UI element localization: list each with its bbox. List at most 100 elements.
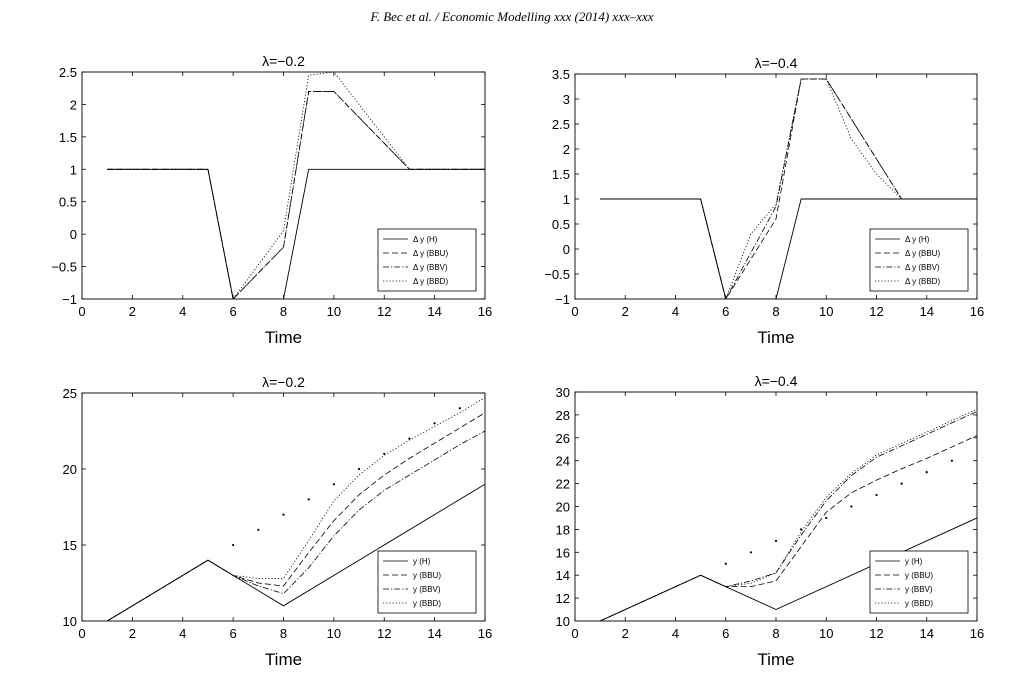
legend-label: Δ y (BBD) bbox=[905, 277, 940, 286]
x-tick-label: 14 bbox=[427, 626, 441, 641]
legend: y (H) y (BBU) y (BBV) y (BBD) bbox=[869, 550, 969, 614]
x-tick-label: 14 bbox=[920, 304, 934, 319]
y-tick-label: 16 bbox=[556, 545, 570, 560]
scatter-point bbox=[282, 513, 285, 516]
scatter-point bbox=[257, 528, 260, 531]
chart-title: λ=−0.2 bbox=[262, 374, 305, 390]
series-line-bbd bbox=[599, 408, 977, 621]
y-tick-label: 1.5 bbox=[59, 130, 77, 145]
y-tick-label: −1 bbox=[62, 292, 77, 307]
x-tick-label: 4 bbox=[179, 626, 186, 641]
y-tick-label: 28 bbox=[556, 408, 570, 423]
y-tick-label: 1 bbox=[70, 162, 77, 177]
y-tick-label: 25 bbox=[63, 386, 77, 401]
x-tick-label: 10 bbox=[327, 626, 341, 641]
scatter-point bbox=[774, 539, 778, 542]
y-tick-label: 0.5 bbox=[59, 195, 77, 210]
x-tick-label: 16 bbox=[970, 626, 984, 641]
y-tick-label: 0 bbox=[563, 242, 570, 257]
x-tick-label: 14 bbox=[920, 626, 934, 641]
x-tick-label: 2 bbox=[622, 626, 629, 641]
y-tick-label: 0.5 bbox=[552, 217, 570, 232]
y-tick-label: 10 bbox=[63, 614, 77, 629]
legend-label: y (BBV) bbox=[905, 585, 933, 594]
legend-label: Δ y (BBD) bbox=[413, 277, 448, 286]
y-tick-label: 2 bbox=[563, 142, 570, 157]
x-tick-label: 8 bbox=[772, 304, 779, 319]
x-tick-label: 8 bbox=[280, 304, 287, 319]
scatter-point bbox=[357, 467, 361, 471]
plot-frame bbox=[81, 392, 486, 622]
x-axis-label: Time bbox=[265, 650, 302, 669]
y-tick-label: 18 bbox=[556, 522, 570, 537]
legend-label: y (BBV) bbox=[413, 585, 441, 594]
legend-label: y (BBU) bbox=[413, 571, 441, 580]
x-tick-label: 16 bbox=[478, 304, 492, 319]
scatter-point bbox=[800, 528, 803, 531]
x-tick-label: 8 bbox=[772, 626, 779, 641]
x-tick-label: 10 bbox=[819, 626, 833, 641]
scatter-point bbox=[232, 543, 235, 547]
series-line-bbd bbox=[106, 397, 485, 621]
x-tick-label: 0 bbox=[78, 626, 85, 641]
legend-label: Δ y (H) bbox=[905, 235, 930, 244]
x-tick-label: 12 bbox=[869, 626, 883, 641]
x-axis-label: Time bbox=[265, 328, 302, 347]
y-tick-label: 0 bbox=[70, 227, 77, 242]
x-axis-label: Time bbox=[757, 328, 794, 347]
series-line-bbv bbox=[106, 430, 485, 621]
legend-label: y (BBD) bbox=[413, 599, 441, 608]
legend-label: Δ y (BBU) bbox=[905, 249, 940, 258]
y-tick-label: 22 bbox=[556, 477, 570, 492]
legend-label: y (H) bbox=[413, 557, 431, 566]
legend-label: Δ y (H) bbox=[413, 235, 438, 244]
legend-label: Δ y (BBV) bbox=[905, 263, 940, 272]
y-tick-label: −1 bbox=[555, 292, 570, 307]
x-tick-label: 6 bbox=[722, 626, 729, 641]
chart-panel-bottom-right: λ=−0.40 2 4 6 8 10 12 14 16101214161820222426283… bbox=[556, 373, 985, 669]
scatter-point bbox=[383, 452, 386, 455]
y-tick-label: 2 bbox=[70, 97, 77, 112]
legend: Δ y (H) Δ y (BBU) Δ y (BBV) Δ y (BBD) bbox=[377, 228, 477, 292]
plot-frame bbox=[81, 71, 486, 300]
scatter-point bbox=[950, 459, 953, 462]
x-tick-label: 12 bbox=[869, 304, 883, 319]
scatter-point bbox=[307, 498, 310, 501]
legend-label: y (H) bbox=[905, 557, 923, 566]
x-tick-label: 4 bbox=[179, 304, 186, 319]
y-tick-label: 3.5 bbox=[552, 67, 570, 82]
scatter-point bbox=[408, 437, 411, 440]
x-tick-label: 4 bbox=[672, 304, 679, 319]
y-tick-label: −0.5 bbox=[544, 267, 570, 282]
x-tick-label: 0 bbox=[78, 304, 85, 319]
x-tick-label: 14 bbox=[427, 304, 441, 319]
x-tick-label: 2 bbox=[622, 304, 629, 319]
legend-label: Δ y (BBV) bbox=[413, 263, 448, 272]
y-tick-label: 3 bbox=[563, 92, 570, 107]
x-tick-label: 8 bbox=[280, 626, 287, 641]
y-tick-label: 24 bbox=[556, 454, 570, 469]
y-tick-label: 1.5 bbox=[552, 167, 570, 182]
x-tick-label: 16 bbox=[970, 304, 984, 319]
x-tick-label: 12 bbox=[377, 304, 391, 319]
y-tick-label: −0.5 bbox=[51, 260, 77, 275]
scatter-point bbox=[332, 483, 335, 486]
scatter-point bbox=[433, 422, 436, 425]
scatter-point bbox=[900, 482, 903, 485]
legend-label: y (BBD) bbox=[905, 599, 933, 608]
y-tick-label: 26 bbox=[556, 431, 570, 446]
x-tick-label: 4 bbox=[672, 626, 679, 641]
x-tick-label: 6 bbox=[230, 626, 237, 641]
x-tick-label: 10 bbox=[819, 304, 833, 319]
y-tick-label: 12 bbox=[556, 591, 570, 606]
x-tick-label: 2 bbox=[129, 304, 136, 319]
legend: Δ y (H) Δ y (BBU) Δ y (BBV) Δ y (BBD) bbox=[869, 228, 969, 292]
legend: y (H) y (BBU) y (BBV) y (BBD) bbox=[377, 550, 477, 614]
scatter-point bbox=[875, 493, 878, 497]
chart-title: λ=−0.4 bbox=[755, 373, 798, 389]
chart-title: λ=−0.4 bbox=[755, 55, 798, 71]
scatter-point bbox=[825, 516, 828, 520]
scatter-point bbox=[925, 471, 928, 474]
y-tick-label: 14 bbox=[556, 568, 570, 583]
x-tick-label: 0 bbox=[571, 626, 578, 641]
